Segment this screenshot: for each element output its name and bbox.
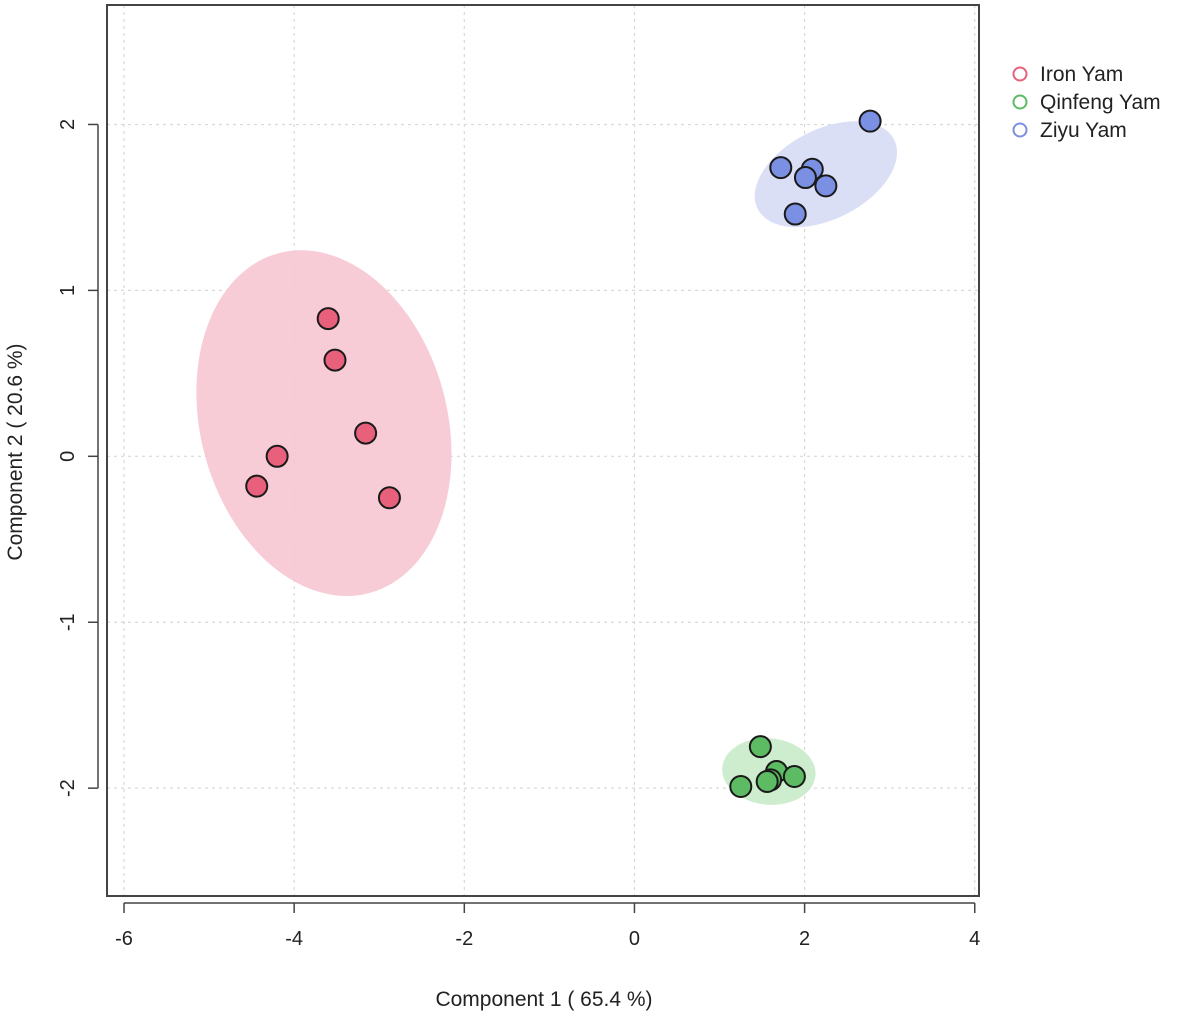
data-point-iron-yam [316,307,340,331]
data-point-iron-yam [245,474,269,498]
axes: -6 -4 -2 0 2 4 -2 -1 0 1 2 [57,119,980,950]
data-point-iron-yam [323,348,347,372]
data-point-qinfeng-yam [755,770,779,794]
legend-label: Qinfeng Yam [1040,91,1161,114]
x-axis-title: Component 1 ( 65.4 %) [435,988,652,1011]
data-point-ziyu-yam [814,174,838,198]
x-tick-label: 4 [969,928,980,950]
x-tick-label: -4 [285,928,303,950]
y-tick-label: 0 [57,451,79,462]
data-point-qinfeng-yam [729,774,753,798]
data-point-ziyu-yam [783,202,807,226]
x-tick-label: 0 [629,928,640,950]
data-point-ziyu-yam [769,156,793,180]
plot-frame [106,4,980,897]
data-point-qinfeng-yam [782,765,806,789]
data-point-iron-yam [377,486,401,510]
grid-lines [107,5,979,896]
y-tick-label: 2 [57,119,79,130]
data-points [245,109,882,798]
data-point-iron-yam [354,421,378,445]
legend: Iron Yam Qinfeng Yam Ziyu Yam [1012,63,1161,142]
legend-marker [1012,94,1028,110]
x-tick-label: -6 [115,928,133,950]
data-point-ziyu-yam [793,166,817,190]
y-tick-label: 1 [57,285,79,296]
y-axis-title: Component 2 ( 20.6 %) [4,343,27,560]
legend-marker [1012,122,1028,138]
legend-marker [1012,66,1028,82]
x-tick-label: -2 [455,928,473,950]
confidence-ellipse-iron-yam [196,250,452,596]
data-point-iron-yam [265,444,289,468]
data-point-qinfeng-yam [748,735,772,759]
legend-label: Ziyu Yam [1040,119,1127,142]
confidence-ellipse-ziyu-yam [754,121,898,228]
data-point-ziyu-yam [858,109,882,133]
x-tick-label: 2 [799,928,810,950]
y-tick-label: -2 [57,779,79,797]
y-tick-label: -1 [57,613,79,631]
legend-label: Iron Yam [1040,63,1123,86]
